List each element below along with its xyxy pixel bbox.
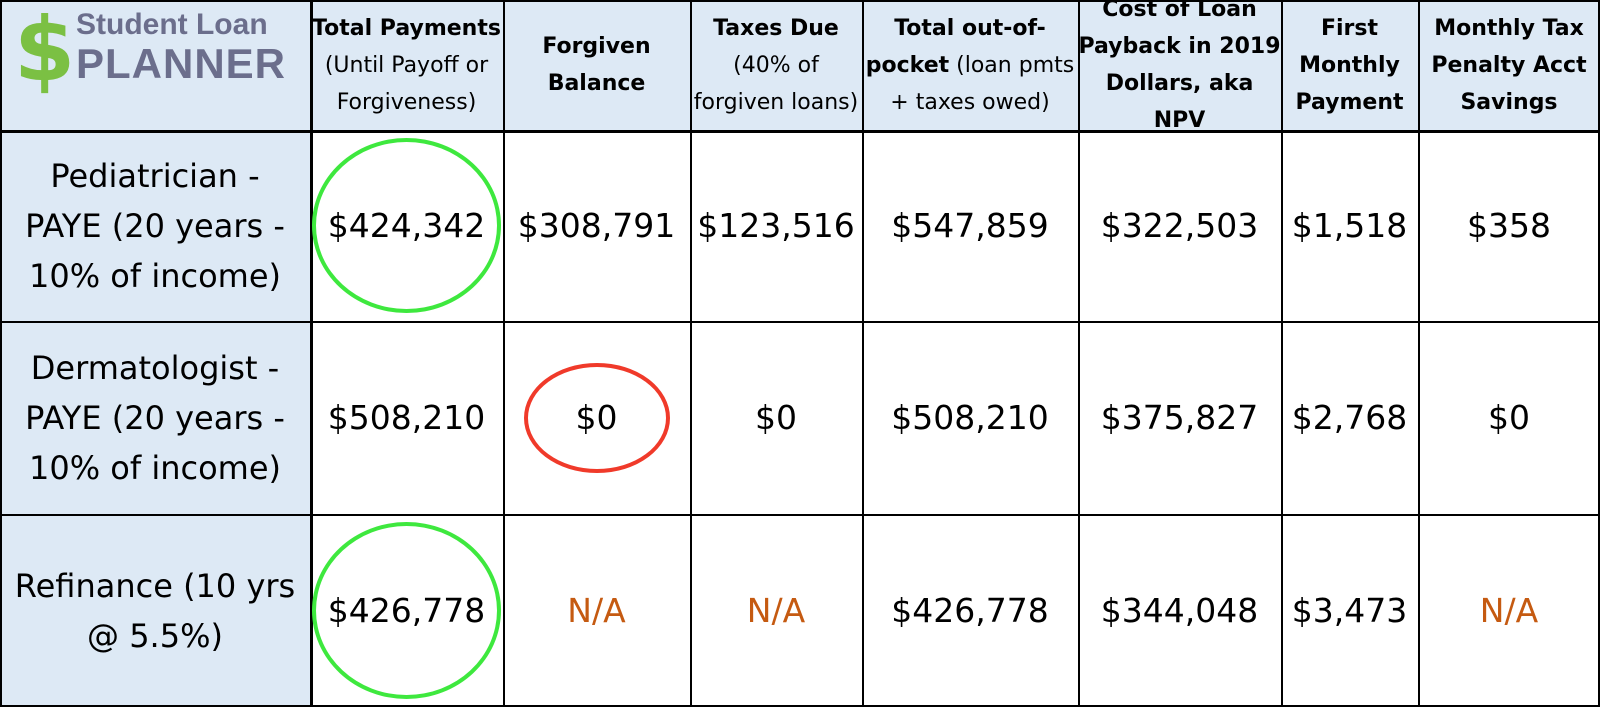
table-cell-total-payments: $426,778 <box>310 514 503 707</box>
column-header-text: Dollars, aka NPV <box>1105 71 1254 130</box>
grid-line-vertical <box>1281 0 1283 707</box>
grid-line-vertical <box>690 0 692 707</box>
table-cell-tax-penalty-savings: $0 <box>1418 321 1600 514</box>
column-header-text: Total out-of- <box>894 15 1046 41</box>
row-label-line: Pediatrician - <box>50 156 260 195</box>
grid-line-vertical <box>1418 0 1420 707</box>
column-header-text: Payment <box>1295 89 1404 115</box>
grid-line-vertical <box>1598 0 1600 707</box>
grid-line-horizontal <box>0 130 1600 133</box>
column-header-taxes-due: Taxes Due (40% of forgiven loans) <box>690 0 862 130</box>
column-header-line: Taxes Due <box>713 10 839 47</box>
column-header-text: Monthly Tax <box>1434 15 1584 41</box>
column-header-text: Forgiveness) <box>336 89 477 115</box>
column-header-text-suffix: (loan pmts <box>949 52 1075 78</box>
table-cell-total-out-of-pocket: $508,210 <box>862 321 1078 514</box>
column-header-line: Payment <box>1295 84 1403 121</box>
column-header-total-out-of-pocket: Total out-of-pocket (loan pmts + taxes ow… <box>862 0 1078 130</box>
column-header-forgiven-balance: Forgiven Balance <box>503 0 690 130</box>
column-header-text: Forgiven <box>542 34 651 59</box>
table-cell-total-out-of-pocket: $547,859 <box>862 130 1078 321</box>
column-header-line: (Until Payoff or <box>325 47 488 84</box>
row-label-line: PAYE (20 years - <box>25 398 285 437</box>
column-header-text: Savings <box>1460 89 1558 115</box>
column-header-line: Monthly <box>1299 47 1400 84</box>
table-cell-forgiven-balance: $0 <box>503 321 690 514</box>
table-cell-tax-penalty-savings: N/A <box>1418 514 1600 707</box>
column-header-line: First <box>1321 10 1378 47</box>
column-header-text: pocket <box>865 52 950 78</box>
grid-line-horizontal <box>0 0 1600 2</box>
logo-text-line1: Student Loan <box>76 8 268 41</box>
column-header-line: Monthly Tax <box>1434 10 1584 47</box>
column-header-line: forgiven loans) <box>694 84 858 121</box>
table-cell-forgiven-balance: $308,791 <box>503 130 690 321</box>
table-cell-npv: $322,503 <box>1078 130 1281 321</box>
grid-line-horizontal <box>0 514 1600 516</box>
row-label-line: 10% of income) <box>29 448 281 487</box>
column-header-text: Payback in 2019 <box>1078 34 1281 59</box>
column-header-text: Cost of Loan <box>1102 0 1257 22</box>
row-label: Dermatologist - PAYE (20 years - 10% of in… <box>0 321 310 514</box>
grid-line-vertical <box>1078 0 1080 707</box>
table-cell-total-payments: $424,342 <box>310 130 503 321</box>
table-cell-taxes-due: N/A <box>690 514 862 707</box>
table-cell-total-payments: $508,210 <box>310 321 503 514</box>
grid-line-vertical <box>503 0 505 707</box>
student-loan-planner-logo: $ Student Loan PLANNER <box>0 0 310 130</box>
column-header-text: forgiven loans) <box>693 89 859 115</box>
table-cell-forgiven-balance: N/A <box>503 514 690 707</box>
column-header-line: Forgiveness) <box>337 84 477 121</box>
column-header-text: Monthly <box>1299 52 1400 78</box>
column-header-tax-penalty-savings: Monthly Tax Penalty Acct Savings <box>1418 0 1600 130</box>
column-header-line: Forgiven <box>542 28 650 65</box>
table-cell-npv: $375,827 <box>1078 321 1281 514</box>
column-header-text: (Until Payoff or <box>324 52 489 78</box>
grid-line-vertical <box>310 0 313 707</box>
row-label-line: Refinance (10 yrs <box>14 566 296 605</box>
row-label: Pediatrician - PAYE (20 years - 10% of inc… <box>0 130 310 321</box>
table-cell-total-out-of-pocket: $426,778 <box>862 514 1078 707</box>
logo-text-line2: PLANNER <box>76 40 287 87</box>
grid-line-horizontal <box>0 705 1600 707</box>
column-header-text: First <box>1320 15 1379 41</box>
column-header-line: Total out-of- <box>894 10 1046 47</box>
column-header-npv: Cost of Loan Payback in 2019 Dollars, aka … <box>1078 0 1281 130</box>
grid-line-horizontal <box>0 321 1600 323</box>
table-cell-tax-penalty-savings: $358 <box>1418 130 1600 321</box>
table-cell-taxes-due: $123,516 <box>690 130 862 321</box>
column-header-text: Total Payments <box>312 15 501 41</box>
column-header-line: Penalty Acct <box>1431 47 1586 84</box>
column-header-line: Dollars, aka NPV <box>1078 65 1281 130</box>
column-header-line: Savings <box>1460 84 1557 121</box>
column-header-text: + taxes owed) <box>890 89 1050 115</box>
column-header-text: Balance <box>547 71 646 96</box>
row-label-line: PAYE (20 years - <box>25 206 285 245</box>
row-label-line: Dermatologist - <box>30 348 280 387</box>
grid-line-vertical <box>0 0 2 707</box>
table-cell-first-monthly-payment: $3,473 <box>1281 514 1418 707</box>
table-cell-taxes-due: $0 <box>690 321 862 514</box>
row-label: Refinance (10 yrs @ 5.5%) <box>0 514 310 707</box>
dollar-logo-icon: $ <box>14 0 76 101</box>
column-header-line: Cost of Loan <box>1102 0 1257 28</box>
column-header-line: Balance <box>548 65 646 102</box>
row-label-line: 10% of income) <box>29 256 281 295</box>
grid-line-vertical <box>862 0 864 707</box>
table-cell-first-monthly-payment: $2,768 <box>1281 321 1418 514</box>
table-cell-first-monthly-payment: $1,518 <box>1281 130 1418 321</box>
column-header-line: pocket (loan pmts <box>866 47 1074 84</box>
column-header-text: (40% of <box>733 52 819 78</box>
column-header-line: Payback in 2019 <box>1078 28 1280 65</box>
column-header-line: (40% of <box>733 47 819 84</box>
table-cell-npv: $344,048 <box>1078 514 1281 707</box>
column-header-line: Total Payments <box>312 10 501 47</box>
column-header-first-monthly-payment: First Monthly Payment <box>1281 0 1418 130</box>
column-header-line: + taxes owed) <box>890 84 1049 121</box>
row-label-line: @ 5.5%) <box>87 616 223 655</box>
column-header-total-payments: Total Payments (Until Payoff or Forgivenes… <box>310 0 503 130</box>
column-header-text: Penalty Acct <box>1431 52 1587 78</box>
column-header-text: Taxes Due <box>713 15 839 41</box>
